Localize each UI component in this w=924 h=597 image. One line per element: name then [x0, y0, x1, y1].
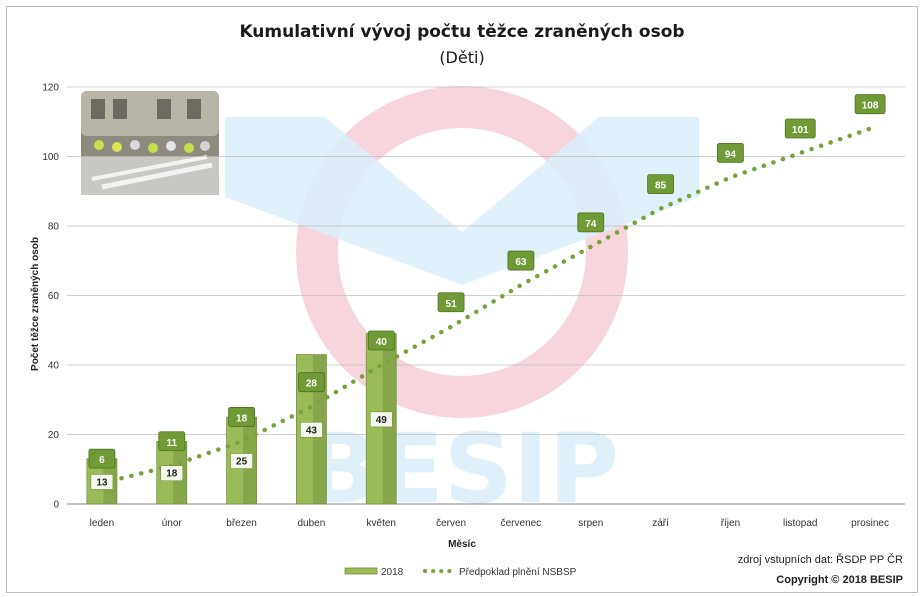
line-label-box	[854, 94, 886, 115]
watermark-v-shape	[225, 117, 699, 285]
x-tick-label: červen	[436, 518, 466, 529]
line-label-box	[784, 118, 816, 139]
data-labels: 13 18 25 43 49 6 11 18 28 40 51 63 74 85 94 101 108	[88, 94, 886, 490]
x-axis-ticks: leden únor březen duben květen červen červenec…	[90, 518, 889, 529]
x-tick-label: září	[652, 518, 669, 529]
bar-data-label: 49	[376, 415, 388, 426]
source-note: zdroj vstupních dat: ŘSDP PP ČR	[738, 553, 903, 566]
x-tick-label: únor	[162, 518, 183, 529]
y-tick-label: 80	[48, 222, 60, 233]
y-tick-label: 100	[42, 152, 59, 163]
bar-label-box	[160, 465, 184, 482]
bar-label-box	[369, 411, 393, 428]
line-data-label: 11	[166, 438, 177, 449]
x-tick-label: duben	[298, 518, 326, 529]
bar-label-box	[300, 421, 323, 438]
y-axis-label: Počet těžce zraněných osob	[30, 237, 41, 371]
legend-label-predpoklad: Předpoklad plnění NSBSP	[459, 567, 577, 578]
bar-label-box	[230, 453, 253, 469]
line-label-box	[158, 431, 186, 452]
line-label-box	[577, 212, 605, 233]
line-label-box	[88, 448, 116, 469]
legend-bar-swatch	[344, 567, 378, 575]
x-tick-label: březen	[226, 518, 257, 529]
bar-label-box	[90, 474, 114, 490]
bar-data-label: 43	[306, 425, 318, 436]
bar-data-label: 25	[236, 457, 248, 468]
bar-data-label: 13	[96, 477, 108, 488]
line-label-box	[228, 407, 255, 427]
x-tick-label: květen	[367, 518, 396, 529]
watermark-ring	[296, 86, 628, 418]
chart-title: Kumulativní vývoj počtu těžce zraněných …	[239, 22, 684, 42]
x-tick-label: prosinec	[851, 518, 889, 529]
series-line	[99, 126, 873, 486]
line-data-label: 74	[585, 219, 597, 230]
line-label-box	[437, 292, 465, 313]
line-label-box	[507, 250, 535, 271]
y-tick-label: 0	[53, 500, 59, 511]
y-tick-label: 20	[48, 430, 60, 441]
line-data-label: 85	[655, 181, 667, 192]
x-tick-label: listopad	[783, 518, 817, 529]
chart: BESIP Kumulativní vývoj počtu těžce zran…	[30, 22, 905, 586]
bar-data-label: 18	[166, 469, 178, 480]
x-tick-label: leden	[90, 518, 114, 529]
line-data-label: 108	[862, 101, 879, 112]
x-axis-label: Měsíc	[448, 539, 476, 550]
grid	[67, 86, 905, 505]
line-predpoklad	[99, 126, 873, 486]
line-label-box	[717, 142, 744, 163]
line-label-box	[298, 372, 325, 393]
y-tick-label: 60	[48, 291, 60, 302]
chart-subtitle: (Děti)	[439, 48, 484, 67]
line-data-label: 94	[725, 149, 737, 160]
y-tick-label: 120	[42, 83, 59, 94]
line-data-label: 51	[446, 299, 458, 310]
line-data-label: 6	[99, 455, 105, 466]
line-label-box	[367, 330, 395, 351]
copyright-note: Copyright © 2018 BESIP	[776, 574, 903, 586]
x-tick-label: říjen	[721, 518, 740, 529]
x-tick-label: červenec	[501, 518, 542, 529]
line-data-label: 28	[306, 379, 318, 390]
line-data-label: 63	[515, 257, 527, 268]
besip-watermark: BESIP	[225, 86, 699, 525]
line-data-label: 40	[376, 337, 388, 348]
y-axis-ticks: 0 20 40 60 80 100 120	[42, 83, 59, 511]
legend-label-2018: 2018	[381, 567, 404, 578]
line-data-label: 101	[792, 125, 809, 136]
legend: 2018 Předpoklad plnění NSBSP	[344, 567, 577, 578]
line-label-box	[647, 174, 674, 195]
x-tick-label: srpen	[578, 518, 603, 529]
line-data-label: 18	[236, 413, 248, 424]
chart-frame: BESIP Kumulativní vývoj počtu těžce zran…	[6, 6, 918, 593]
watermark-text: BESIP	[305, 413, 619, 525]
photo-children-crossing	[81, 91, 219, 195]
y-tick-label: 40	[48, 361, 60, 372]
